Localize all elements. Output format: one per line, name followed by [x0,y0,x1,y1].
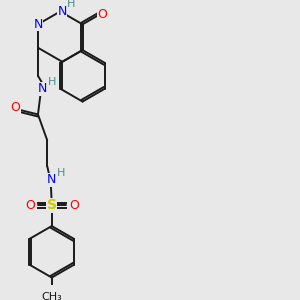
Text: CH₃: CH₃ [41,292,62,300]
Text: N: N [47,173,56,186]
Text: H: H [48,77,56,87]
Text: O: O [25,199,34,212]
Text: N: N [57,5,67,18]
Text: H: H [57,168,65,178]
Text: N: N [33,18,43,31]
Text: N: N [38,82,47,95]
Text: S: S [47,199,57,212]
Text: O: O [69,199,79,212]
Text: O: O [10,100,20,114]
Text: H: H [67,0,76,9]
Text: O: O [97,8,107,21]
